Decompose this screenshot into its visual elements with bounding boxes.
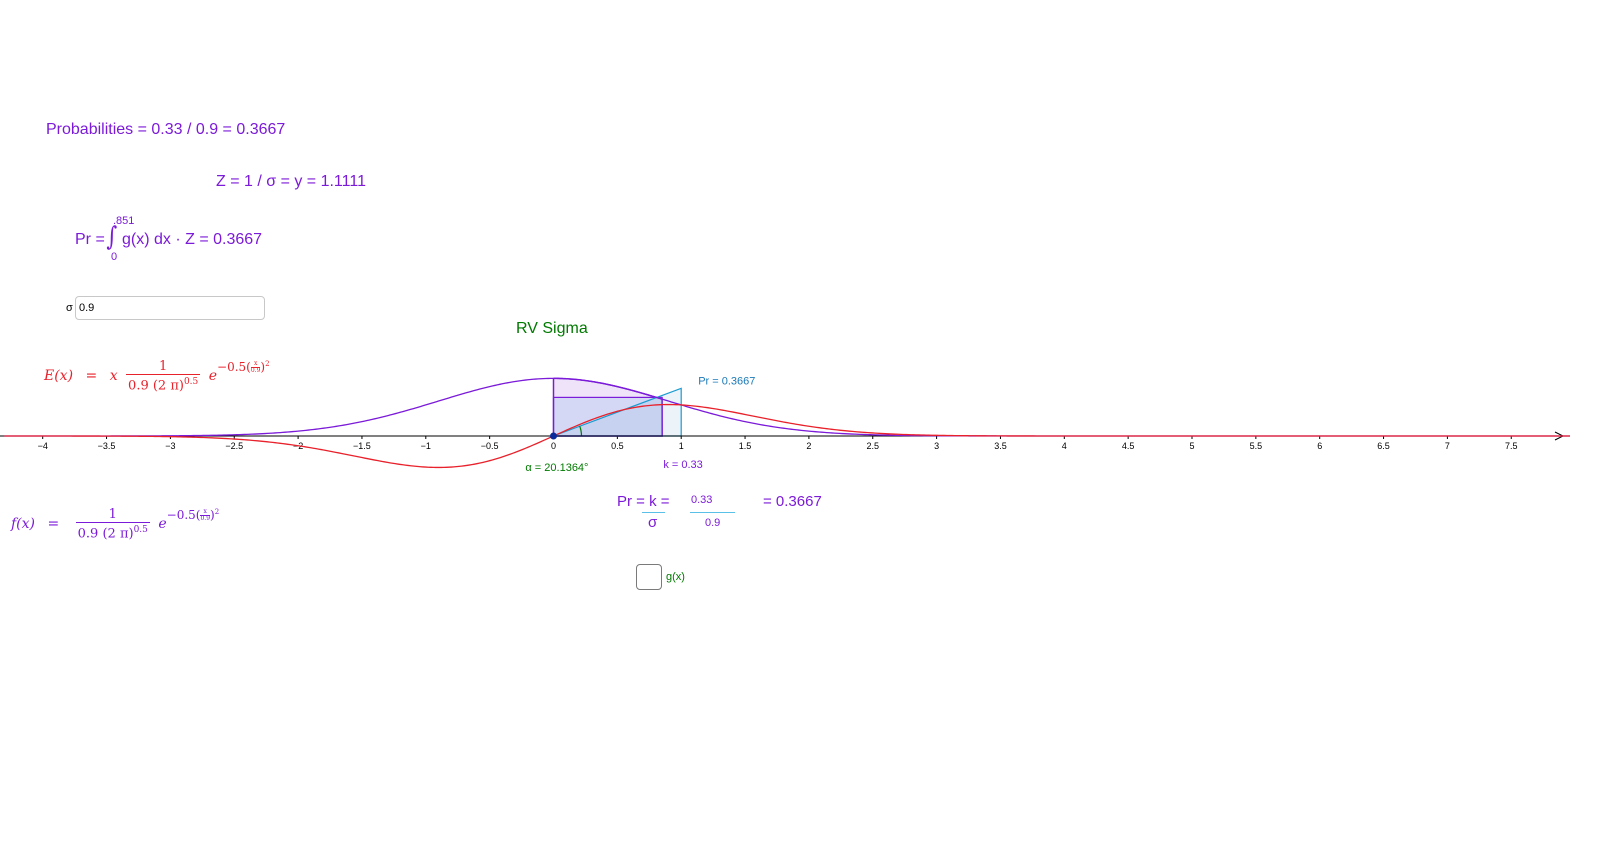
x-axis-ticks: −4 −3.5 −3 −2.5 −2 −1.5 −1 −0.5 0 0.5 1 1.5 2 2.5 3 3.5… — [38, 436, 1518, 451]
integral-sign-icon: ∫ — [106, 222, 118, 252]
x-tick-label: 6 — [1317, 441, 1322, 451]
x-tick-label: 7 — [1445, 441, 1450, 451]
pr-integral-lhs: Pr = — [75, 231, 105, 248]
z-text: Z = 1 / σ = y = 1.1111 — [216, 173, 366, 190]
e-formula-exp-base: e — [208, 368, 218, 385]
x-tick-label: 0 — [551, 441, 556, 451]
pr-ratio-result: = 0.3667 — [763, 493, 822, 510]
k-annotation: k = 0.33 — [663, 459, 702, 471]
sigma-input-label: σ — [66, 302, 73, 314]
x-tick-label: −3 — [165, 441, 175, 451]
pr-ratio-numerator: 0.33 — [691, 494, 713, 506]
g-checkbox[interactable] — [636, 564, 662, 590]
alpha-annotation: α = 20.1364° — [525, 462, 588, 474]
x-tick-label: −0.5 — [481, 441, 499, 451]
x-tick-label: 2 — [806, 441, 811, 451]
e-formula: E(x) = x 1 0.9 (2 π)0.5 e−0.5(x 0.9)2 — [44, 359, 270, 393]
pr-ratio-underline — [642, 512, 665, 513]
x-tick-label: −3.5 — [98, 441, 116, 451]
e-formula-lhs: E(x) — [44, 368, 74, 385]
x-tick-label: 1.5 — [739, 441, 752, 451]
origin-point[interactable] — [550, 432, 557, 440]
g-checkbox-label: g(x) — [666, 571, 685, 583]
x-tick-label: 4 — [1062, 441, 1067, 451]
f-formula-denominator: 0.9 (2 π)0.5 — [75, 522, 150, 541]
f-formula-exponent: −0.5(x 0.9)2 — [166, 508, 220, 523]
f-formula-lhs: f(x) — [11, 516, 36, 533]
probabilities-text: Probabilities = 0.33 / 0.9 = 0.3667 — [46, 121, 286, 138]
pr-integral-formula: Pr = ∫ .851 0 g(x) dx · Z = 0.3667 — [75, 214, 295, 264]
e-formula-numerator: 1 — [159, 359, 168, 374]
f-formula-equals: = — [47, 516, 60, 533]
pr-integral-body: g(x) dx · Z = 0.3667 — [122, 231, 263, 248]
integral-lower-bound: 0 — [111, 251, 118, 263]
e-formula-denominator: 0.9 (2 π)0.5 — [126, 374, 201, 393]
x-tick-label: −2.5 — [225, 441, 243, 451]
series-e-curve — [4, 403, 1570, 469]
x-tick-label: 5.5 — [1250, 441, 1263, 451]
sigma-input[interactable] — [75, 296, 265, 320]
x-tick-label: 5 — [1189, 441, 1194, 451]
x-tick-label: 3 — [934, 441, 939, 451]
pr-ratio-fraction-line — [690, 512, 735, 513]
integral-upper-bound: .851 — [113, 215, 135, 227]
e-formula-fraction: 1 0.9 (2 π)0.5 — [126, 359, 201, 393]
pr-ratio-denominator: 0.9 — [705, 517, 721, 529]
x-tick-label: 3.5 — [994, 441, 1007, 451]
f-formula: f(x) = 1 0.9 (2 π)0.5 e−0.5(x 0.9)2 — [11, 507, 219, 541]
x-tick-label: −1 — [421, 441, 431, 451]
x-tick-label: 0.5 — [611, 441, 624, 451]
pr-ratio-formula: Pr = k = σ 0.33 0.9 = 0.3667 — [617, 493, 847, 533]
pr-ratio-sigma: σ — [648, 514, 658, 531]
chart-title: RV Sigma — [516, 320, 588, 337]
e-formula-equals: = — [85, 368, 98, 385]
f-formula-fraction: 1 0.9 (2 π)0.5 — [75, 507, 150, 541]
x-tick-label: 4.5 — [1122, 441, 1135, 451]
f-formula-numerator: 1 — [108, 507, 117, 522]
x-tick-label: −1.5 — [353, 441, 371, 451]
x-tick-label: 6.5 — [1377, 441, 1390, 451]
f-formula-exp-base: e — [158, 516, 167, 533]
e-formula-x: x — [109, 368, 118, 385]
x-tick-label: −4 — [38, 441, 48, 451]
x-tick-label: 1 — [679, 441, 684, 451]
x-tick-label: 7.5 — [1505, 441, 1518, 451]
x-tick-label: 2.5 — [866, 441, 879, 451]
pr-ratio-lhs: Pr = k = — [617, 493, 670, 510]
pr-annotation: Pr = 0.3667 — [698, 375, 755, 387]
e-formula-exponent: −0.5(x 0.9)2 — [217, 360, 270, 375]
